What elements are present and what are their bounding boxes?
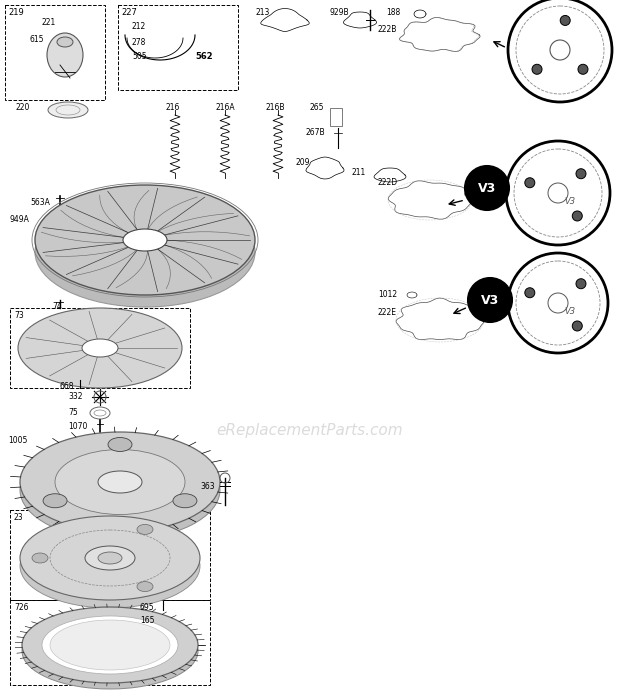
Ellipse shape xyxy=(55,450,185,514)
Text: 1070: 1070 xyxy=(68,422,87,431)
Text: 695: 695 xyxy=(140,603,154,612)
Ellipse shape xyxy=(108,437,132,452)
Text: 213: 213 xyxy=(255,8,269,17)
Text: 265: 265 xyxy=(310,103,324,112)
Text: 278: 278 xyxy=(132,38,146,47)
Ellipse shape xyxy=(137,525,153,534)
Ellipse shape xyxy=(22,613,198,689)
Ellipse shape xyxy=(35,185,255,295)
Ellipse shape xyxy=(35,197,255,307)
Text: 188: 188 xyxy=(386,8,401,17)
Text: 267B: 267B xyxy=(305,128,325,137)
Text: 949A: 949A xyxy=(10,215,30,224)
Text: 75: 75 xyxy=(68,408,78,417)
Bar xyxy=(330,108,342,126)
Bar xyxy=(5,5,105,100)
Text: 668: 668 xyxy=(60,382,74,391)
Text: 216A: 216A xyxy=(215,103,234,112)
Ellipse shape xyxy=(50,620,170,670)
Ellipse shape xyxy=(85,546,135,570)
Circle shape xyxy=(560,15,570,26)
Text: 209: 209 xyxy=(296,158,311,167)
Text: 211: 211 xyxy=(352,168,366,177)
Text: 212: 212 xyxy=(132,22,146,31)
Circle shape xyxy=(532,64,542,74)
Ellipse shape xyxy=(57,37,73,47)
Ellipse shape xyxy=(20,432,220,532)
Ellipse shape xyxy=(173,493,197,508)
Text: 222E: 222E xyxy=(378,308,397,317)
Ellipse shape xyxy=(22,607,198,683)
Text: V3: V3 xyxy=(478,182,496,195)
Text: 221: 221 xyxy=(42,18,56,27)
Circle shape xyxy=(572,211,582,221)
Text: 332: 332 xyxy=(68,392,82,401)
Bar xyxy=(10,510,210,600)
Text: 1005: 1005 xyxy=(8,436,27,445)
Ellipse shape xyxy=(18,308,182,388)
Ellipse shape xyxy=(42,616,178,674)
Text: 74: 74 xyxy=(52,302,62,311)
Ellipse shape xyxy=(47,33,83,77)
Ellipse shape xyxy=(123,229,167,251)
Circle shape xyxy=(572,321,582,331)
Text: 23: 23 xyxy=(14,513,24,522)
Text: 216: 216 xyxy=(165,103,179,112)
Circle shape xyxy=(525,177,535,188)
Bar xyxy=(118,5,238,90)
Text: 363: 363 xyxy=(200,482,215,491)
Text: 562: 562 xyxy=(195,52,213,61)
Text: 1012: 1012 xyxy=(378,290,397,299)
Text: 615: 615 xyxy=(30,35,45,44)
Ellipse shape xyxy=(20,516,200,600)
Circle shape xyxy=(578,64,588,74)
Circle shape xyxy=(576,279,586,289)
Text: 165: 165 xyxy=(140,616,154,625)
Text: V3: V3 xyxy=(564,306,575,315)
Ellipse shape xyxy=(98,471,142,493)
Text: 726: 726 xyxy=(14,603,29,612)
Text: 505: 505 xyxy=(132,52,146,61)
Ellipse shape xyxy=(20,524,200,608)
Text: eReplacementParts.com: eReplacementParts.com xyxy=(216,423,404,437)
Text: 220: 220 xyxy=(15,103,29,112)
Text: 222D: 222D xyxy=(378,178,398,187)
Ellipse shape xyxy=(137,581,153,592)
Text: 929B: 929B xyxy=(330,8,350,17)
Ellipse shape xyxy=(98,552,122,564)
Bar xyxy=(10,308,190,388)
Ellipse shape xyxy=(82,339,118,357)
Text: 563A: 563A xyxy=(30,198,50,207)
Text: 227: 227 xyxy=(121,8,137,17)
Ellipse shape xyxy=(43,493,67,508)
Ellipse shape xyxy=(20,440,220,540)
Circle shape xyxy=(576,168,586,179)
Bar xyxy=(10,600,210,685)
Circle shape xyxy=(468,278,512,322)
Text: 222B: 222B xyxy=(378,25,397,34)
Text: 73: 73 xyxy=(14,311,24,320)
Circle shape xyxy=(525,288,535,298)
Circle shape xyxy=(465,166,509,210)
Ellipse shape xyxy=(32,553,48,563)
Text: 219: 219 xyxy=(8,8,24,17)
Text: V3: V3 xyxy=(481,294,499,306)
Text: V3: V3 xyxy=(564,197,575,206)
Text: 216B: 216B xyxy=(265,103,285,112)
Ellipse shape xyxy=(48,102,88,118)
